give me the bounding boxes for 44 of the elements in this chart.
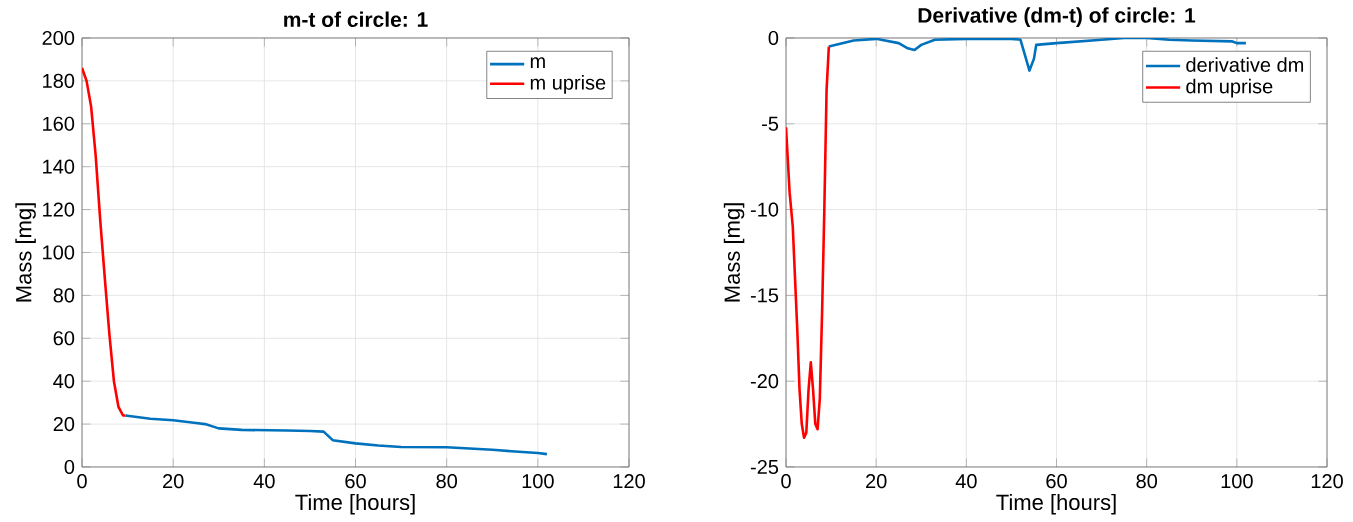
y-tick-label: 180 bbox=[43, 73, 75, 88]
y-tick-label: 40 bbox=[53, 374, 75, 389]
x-tick-label: 60 bbox=[1046, 474, 1067, 489]
line-series bbox=[82, 66, 127, 417]
y-axis-title: Mass [mg] bbox=[723, 203, 745, 302]
x-tick-label: 20 bbox=[163, 474, 184, 489]
y-tick-label: 200 bbox=[42, 30, 75, 46]
x-tick-label: 120 bbox=[1311, 474, 1343, 489]
y-tick-label: 100 bbox=[43, 245, 75, 260]
y-tick-label: 80 bbox=[53, 288, 75, 303]
y-tick-label: 160 bbox=[43, 116, 75, 131]
x-tick-label: 80 bbox=[1136, 474, 1158, 489]
y-tick-label: -25 bbox=[750, 459, 779, 475]
legend-label: m uprise bbox=[530, 75, 606, 94]
y-tick-label: -5 bbox=[762, 116, 779, 131]
y-tick-label: 120 bbox=[43, 202, 75, 217]
x-tick-label: 100 bbox=[522, 474, 554, 489]
legend-label: dm uprise bbox=[1186, 78, 1273, 98]
x-tick-label: 40 bbox=[253, 474, 275, 489]
y-tick-label: 0 bbox=[768, 30, 779, 46]
x-tick-label: 100 bbox=[1221, 474, 1253, 489]
y-tick-label: -15 bbox=[750, 288, 779, 303]
y-tick-label: -20 bbox=[750, 374, 779, 389]
line-series bbox=[124, 414, 549, 456]
x-tick-label: 40 bbox=[955, 474, 977, 489]
y-tick-label: 60 bbox=[53, 331, 75, 346]
line-series bbox=[786, 45, 831, 440]
chart-title: m-t of circle: 1 bbox=[284, 11, 428, 27]
legend-label: derivative dm bbox=[1186, 57, 1304, 72]
x-tick-label: 80 bbox=[436, 474, 458, 489]
x-tick-label: 0 bbox=[77, 474, 87, 489]
chart-title: Derivative (dm-t) of circle: 1 bbox=[918, 7, 1196, 27]
x-tick-label: 20 bbox=[866, 474, 887, 489]
x-tick-label: 60 bbox=[345, 474, 366, 489]
x-axis-title: Time [hours] bbox=[295, 493, 415, 515]
y-tick-label: 20 bbox=[53, 417, 75, 432]
legend-label: m bbox=[530, 57, 545, 69]
y-axis-title: Mass [mg] bbox=[15, 203, 36, 302]
x-tick-label: 0 bbox=[781, 474, 791, 489]
x-tick-label: 120 bbox=[613, 474, 645, 489]
y-tick-label: 0 bbox=[64, 459, 75, 475]
y-tick-label: 140 bbox=[43, 159, 75, 174]
x-axis-title: Time [hours] bbox=[996, 493, 1116, 515]
y-tick-label: -10 bbox=[750, 202, 779, 217]
